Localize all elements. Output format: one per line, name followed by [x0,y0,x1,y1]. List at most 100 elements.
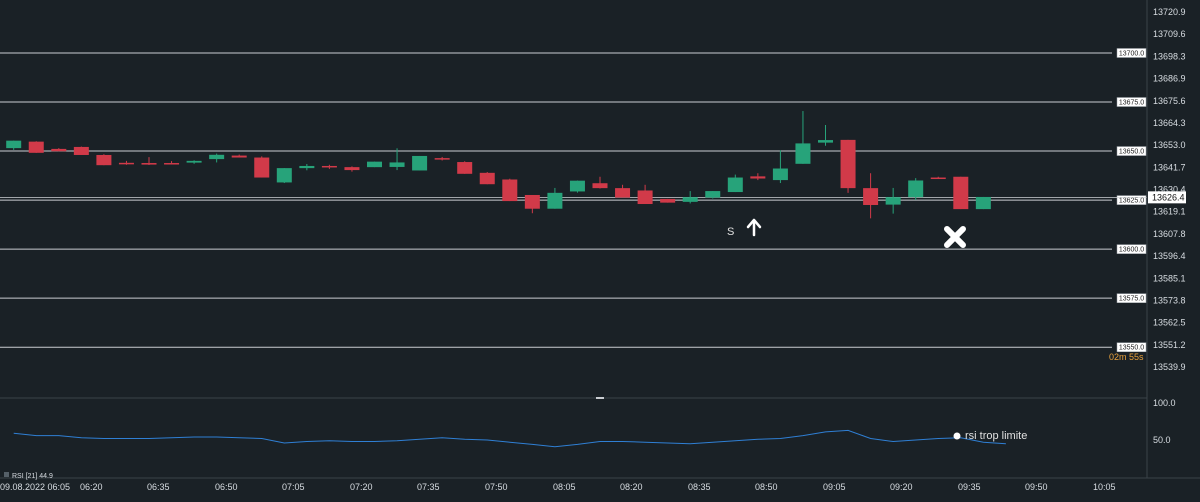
time-tick-label: 06:35 [147,482,170,492]
price-tick-label: 13686.9 [1153,74,1186,84]
time-tick-label: 07:20 [350,482,373,492]
price-tick-label: 13720.9 [1153,7,1186,17]
candle-bull [795,143,811,164]
candle-bull [547,192,563,209]
candle-bull [186,160,202,163]
price-tick-label: 13675.6 [1153,96,1186,106]
candle-bull [209,154,225,160]
candle-bull [367,161,382,168]
candle-bear [321,165,337,168]
candle-bear [660,198,676,203]
price-tick-label: 13596.4 [1153,251,1186,261]
time-tick-label: 06:20 [80,482,103,492]
price-tick-label: 13619.1 [1153,207,1186,217]
candle-bear [840,139,856,189]
panel-resize-handle [596,397,604,399]
price-tick-label: 13539.9 [1153,362,1186,372]
candle-bull [908,180,924,198]
price-level-tag [1116,146,1147,156]
candle-bear [231,155,247,158]
candle-bear [524,194,540,209]
candle-bear [930,177,946,180]
candle-bull [975,196,991,210]
price-tick-label: 13641.7 [1153,162,1186,172]
time-tick-label: 09:35 [958,482,981,492]
candle-bear [953,176,969,210]
candle-bear [750,176,766,179]
price-level-tag [1116,293,1147,303]
candle-bear [254,157,270,178]
price-level-label: 13700.0 [1119,50,1144,57]
candle-bull [705,191,721,198]
candle-bear [51,148,67,152]
candle-bull [6,140,22,149]
price-tick-label: 13573.8 [1153,296,1186,306]
up-arrow-icon [746,218,762,237]
cross-stroke [944,226,966,248]
candle-bull [772,168,788,181]
price-level-tag [1116,195,1147,205]
candle-bear [96,154,112,166]
current-price-tag [1148,191,1186,204]
candle-bear [863,188,879,205]
rsi-line [13,429,1006,448]
candle-bear [637,190,653,205]
rsi-indicator-label: RSI [21] 44.9 [12,473,53,480]
time-tick-label: 10:05 [1093,482,1116,492]
time-tick-label: 08:35 [688,482,711,492]
rsi-note-label: rsi trop limite [965,430,1027,442]
price-tick-label: 13653.0 [1153,140,1186,150]
price-level-label: 13675.0 [1119,100,1144,107]
candle-bull [569,180,585,192]
candle-bull [818,140,833,143]
price-axis: 13720.9 13709.6 13698.3 13686.9 13675.6 13664… [0,0,1200,479]
time-tick-label: 07:35 [417,482,440,492]
candle-bear [344,167,360,171]
price-level-label: 13600.0 [1119,247,1144,254]
candle-bull [727,177,743,193]
rsi-tick-label: 100.0 [1153,398,1176,408]
candle-bear [28,141,44,153]
candle-bear [592,183,608,189]
candle-bear [457,162,473,174]
rsi-panel: 100.0 50.0 rsi trop limite RSI [21] 44.9 [4,398,1176,480]
time-tick-label: 07:50 [485,482,508,492]
sell-signal-label: S [727,226,734,238]
candle-bear [615,188,631,198]
price-tick-label: 13709.6 [1153,29,1186,39]
time-tick-label: 08:05 [553,482,576,492]
time-tick-label: 08:20 [620,482,643,492]
price-tick-label: 13698.3 [1153,51,1186,61]
price-tick-label: 13585.1 [1153,273,1186,283]
candle-bear [479,172,495,185]
candle-bear [434,158,450,160]
price-tick-label: 13607.8 [1153,229,1186,239]
price-level-tag [1116,48,1147,58]
rsi-note-bullet [953,432,961,440]
time-tick-label: 08:50 [755,482,778,492]
rsi-tick-label: 50.0 [1153,435,1171,445]
candle-bear [73,146,89,155]
candle-bull [299,165,315,169]
time-tick-label: 09.08.2022 06:05 [0,482,70,492]
price-level-tag [1116,244,1147,254]
time-tick-label: 09:50 [1025,482,1048,492]
candle-bull [885,197,901,205]
candle-bull [412,155,428,171]
time-axis: 09.08.2022 06:05 06:20 06:35 06:50 07:05 07:2… [0,482,1116,492]
price-level-tag [1116,97,1147,107]
price-tick-label: 13562.5 [1153,318,1186,328]
candle-bull [682,197,698,202]
price-tick-label: 13664.3 [1153,118,1186,128]
price-level-tag [1116,342,1147,352]
current-price-label: 13626.4 [1152,192,1185,202]
time-tick-label: 06:50 [215,482,238,492]
price-level-label: 13650.0 [1119,149,1144,156]
rsi-indicator-icon [4,472,9,477]
candle-bull [276,168,292,183]
time-tick-label: 09:05 [823,482,846,492]
candle-bear [118,162,134,165]
candle-bull [389,162,405,167]
